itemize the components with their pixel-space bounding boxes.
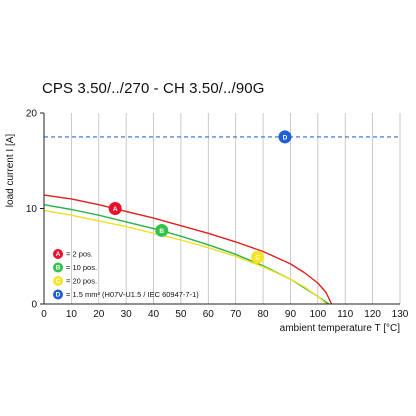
x-tick-label: 10 (66, 309, 78, 320)
series-line-a (43, 194, 333, 305)
y-tick-label: 10 (26, 204, 38, 215)
marker-letter: B (159, 228, 164, 235)
legend: A = 2 pos. B = 10 pos. C = 20 pos. D = 1.5 mm² … (53, 249, 199, 300)
legend-entry-a: A = 2 pos. (53, 249, 93, 259)
series-marker-d: D (278, 130, 292, 144)
marker-letter: C (255, 255, 260, 262)
legend-letter: A (56, 251, 61, 258)
x-tick-label: 100 (310, 309, 327, 320)
x-tick-label: 70 (230, 309, 242, 320)
series-lines (43, 136, 400, 305)
x-tick-label: 0 (41, 309, 47, 320)
legend-letter: B (56, 265, 61, 272)
axes (40, 112, 400, 305)
marker-dot (155, 223, 169, 237)
x-tick-label: 110 (337, 309, 353, 320)
legend-label: = 1.5 mm² (H07V-U1.5 / IEC 60947-7-1) (66, 290, 199, 299)
legend-entry-c: C = 20 pos. (53, 276, 97, 286)
tick-labels: 0 10 20 30 40 50 60 70 80 90 100 110 120 130 0 10 20 (26, 109, 409, 321)
marker-letter: D (283, 134, 288, 141)
x-axis-label: ambient temperature T [°C] (280, 323, 401, 334)
x-tick-label: 50 (175, 309, 187, 320)
x-tick-label: 60 (203, 309, 215, 320)
series-marker-a: A (108, 202, 122, 215)
x-tick-label: 80 (258, 309, 270, 320)
legend-entry-d: D = 1.5 mm² (H07V-U1.5 / IEC 60947-7-1) (53, 289, 199, 300)
chart-title: CPS 3.50/../270 - CH 3.50/../90G (42, 80, 265, 97)
x-tick-label: 30 (121, 309, 133, 320)
series-marker-b: B (155, 223, 169, 237)
marker-letter: A (113, 206, 118, 213)
x-tick-label: 120 (364, 309, 381, 320)
legend-letter: D (56, 292, 61, 299)
legend-label: = 10 pos. (66, 263, 97, 272)
marker-dot (108, 202, 122, 215)
legend-label: = 2 pos. (66, 250, 93, 259)
y-tick-label: 20 (26, 109, 38, 120)
marker-dot (278, 130, 292, 144)
legend-dot (53, 262, 63, 273)
legend-dot (53, 249, 63, 259)
legend-dot (53, 289, 63, 300)
series-marker-c: C (251, 250, 265, 264)
x-tick-label: 90 (285, 309, 297, 320)
x-tick-label: 130 (392, 309, 409, 320)
grid (70, 113, 401, 304)
legend-label: = 20 pos. (66, 277, 97, 286)
y-tick-label: 0 (31, 300, 37, 311)
series-line-c (43, 209, 327, 305)
legend-letter: C (56, 278, 61, 285)
series-markers: A B C D (108, 130, 292, 264)
x-tick-label: 20 (93, 309, 105, 320)
legend-dot (53, 276, 63, 286)
y-axis-label: load current I [A] (5, 134, 16, 208)
marker-dot (251, 250, 265, 264)
legend-entry-b: B = 10 pos. (53, 262, 97, 273)
x-tick-label: 40 (148, 309, 160, 320)
